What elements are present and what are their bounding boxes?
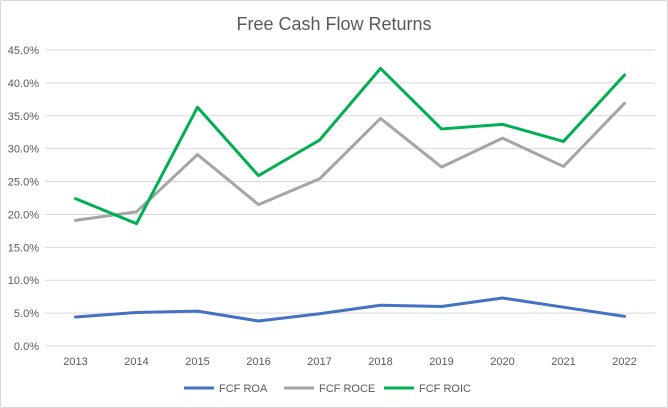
x-tick-label: 2020 bbox=[490, 356, 514, 368]
y-tick-label: 45.0% bbox=[8, 45, 39, 57]
y-tick-label: 0.0% bbox=[14, 341, 39, 353]
y-tick-label: 25.0% bbox=[8, 177, 39, 189]
x-tick-label: 2018 bbox=[368, 356, 392, 368]
series-line-fcf-roic bbox=[74, 66, 626, 226]
x-tick-label: 2016 bbox=[246, 356, 270, 368]
y-tick-label: 35.0% bbox=[8, 111, 39, 123]
x-tick-label: 2022 bbox=[612, 356, 636, 368]
legend-label-fcf-roa: FCF ROA bbox=[219, 383, 268, 395]
y-tick-label: 40.0% bbox=[8, 78, 39, 90]
y-tick-label: 15.0% bbox=[8, 242, 39, 254]
gridlines bbox=[45, 49, 655, 347]
legend-label-fcf-roic: FCF ROIC bbox=[419, 383, 471, 395]
x-tick-label: 2019 bbox=[429, 356, 453, 368]
y-tick-label: 5.0% bbox=[14, 308, 39, 320]
chart-title: Free Cash Flow Returns bbox=[236, 14, 431, 34]
x-tick-label: 2021 bbox=[551, 356, 575, 368]
y-tick-label: 30.0% bbox=[8, 144, 39, 156]
x-tick-label: 2017 bbox=[307, 356, 331, 368]
legend: FCF ROA FCF ROCE FCF ROIC bbox=[184, 383, 471, 395]
series-lines bbox=[74, 66, 626, 323]
y-tick-label: 10.0% bbox=[8, 275, 39, 287]
x-tick-label: 2015 bbox=[185, 356, 209, 368]
series-line-fcf-roa bbox=[74, 296, 626, 323]
x-tick-label: 2014 bbox=[124, 356, 148, 368]
y-axis-ticks: 0.0% 5.0% 10.0% 15.0% 20.0% 25.0% 30.0% 35.0% 40… bbox=[8, 45, 39, 353]
y-tick-label: 20.0% bbox=[8, 209, 39, 221]
x-axis-ticks: 2013 2014 2015 2016 2017 2018 2019 2020 2021 2022 bbox=[63, 356, 636, 368]
series-line-fcf-roce bbox=[74, 101, 626, 222]
x-tick-label: 2013 bbox=[63, 356, 87, 368]
legend-label-fcf-roce: FCF ROCE bbox=[319, 383, 375, 395]
